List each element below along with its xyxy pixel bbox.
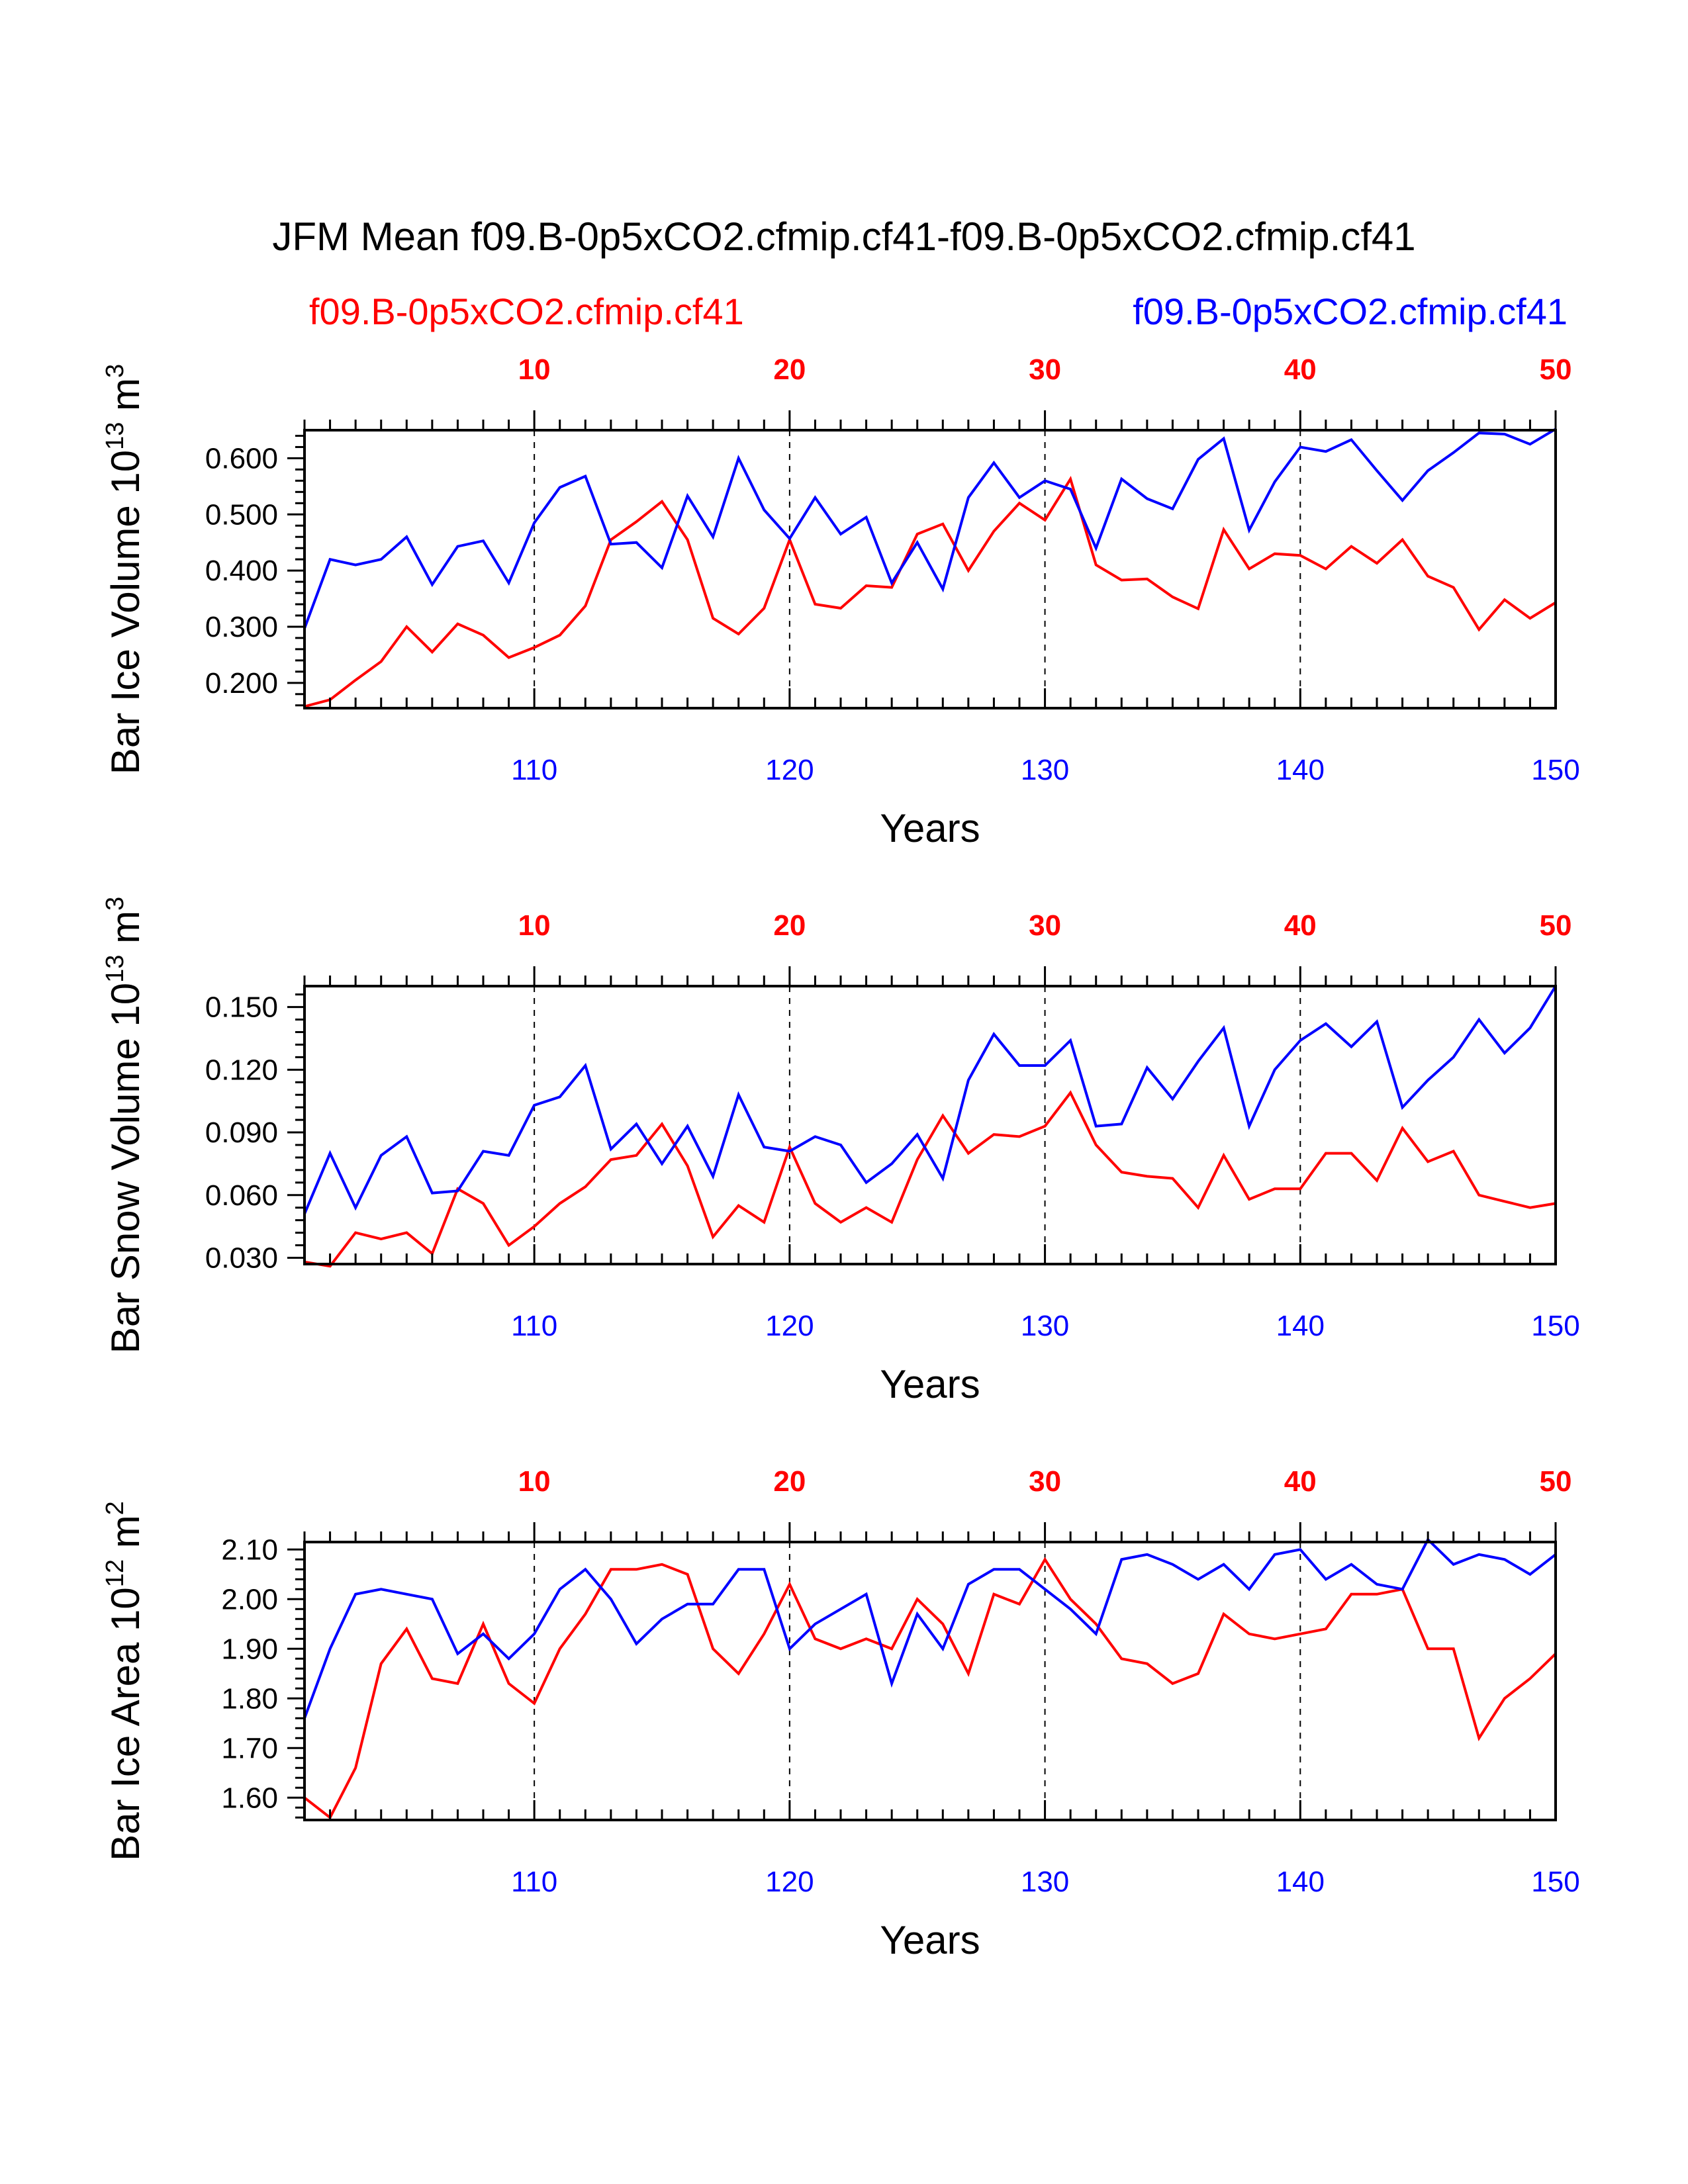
x-tick-label: 120: [765, 754, 814, 786]
top-tick-label: 10: [518, 1465, 551, 1498]
y-axis-label-part: Bar Snow Volume 10: [103, 983, 148, 1353]
x-tick-label: 120: [765, 1310, 814, 1342]
panels: 0.200 0.300 0.400 0.500 0.600 110 120 130 140 150…: [101, 353, 1580, 1962]
x-axis-label: Years: [880, 1918, 980, 1962]
legend-right-label: f09.B-0p5xCO2.cfmip.cf41: [1133, 291, 1568, 332]
x-axis-label: Years: [880, 1362, 980, 1406]
y-tick-label: 0.500: [205, 498, 278, 531]
y-axis-label-superscript: 13: [101, 955, 129, 983]
top-tick-label: 30: [1029, 353, 1061, 386]
x-tick-label: 120: [765, 1866, 814, 1898]
top-tick-label: 30: [1029, 909, 1061, 942]
y-tick-label: 1.90: [221, 1633, 278, 1665]
x-tick-label: 140: [1276, 754, 1325, 786]
top-tick-label: 40: [1284, 909, 1317, 942]
x-tick-label: 110: [511, 1866, 557, 1898]
x-tick-label: 130: [1021, 1310, 1069, 1342]
y-tick-label: 1.60: [221, 1782, 278, 1814]
series-line-blue: [303, 1537, 1557, 1719]
y-tick-label: 0.150: [205, 991, 278, 1024]
plot-frame: [303, 985, 1557, 1265]
plot-frame: [303, 429, 1557, 709]
y-tick-label: 1.80: [221, 1682, 278, 1715]
top-tick-label: 50: [1540, 1465, 1572, 1498]
top-tick-label: 40: [1284, 353, 1317, 386]
y-tick-label: 0.120: [205, 1054, 278, 1086]
y-axis-label-superscript: 3: [101, 897, 129, 911]
top-tick-label: 50: [1540, 353, 1572, 386]
legend-left-label: f09.B-0p5xCO2.cfmip.cf41: [309, 291, 744, 332]
series-line-red: [304, 1090, 1556, 1268]
top-tick-label: 20: [773, 1465, 806, 1498]
y-tick-label: 2.00: [221, 1583, 278, 1615]
top-tick-label: 50: [1540, 909, 1572, 942]
x-tick-label: 110: [511, 1310, 557, 1342]
x-tick-label: 150: [1531, 1866, 1579, 1898]
main-title: JFM Mean f09.B-0p5xCO2.cfmip.cf41-f09.B-…: [272, 214, 1415, 259]
panel-2: 0.030 0.060 0.090 0.120 0.150 110 120 130 140 150…: [101, 897, 1580, 1406]
series-line-red: [303, 1557, 1557, 1820]
y-axis-label-superscript: 3: [101, 364, 129, 378]
x-tick-label: 130: [1021, 1866, 1069, 1898]
top-tick-label: 20: [773, 353, 806, 386]
y-axis-label: Bar Ice Area 1012 m2: [101, 1501, 148, 1861]
top-tick-label: 20: [773, 909, 806, 942]
x-tick-label: 140: [1276, 1866, 1325, 1898]
y-tick-label: 0.030: [205, 1242, 278, 1275]
y-tick-label: 0.400: [205, 555, 278, 587]
top-tick-label: 10: [518, 909, 551, 942]
x-tick-label: 110: [511, 754, 557, 786]
y-tick-label: 0.200: [205, 667, 278, 700]
y-tick-label: 0.060: [205, 1179, 278, 1212]
y-axis-label-part: m: [103, 378, 148, 422]
y-axis-label-part: Bar Ice Volume 10: [103, 450, 148, 774]
top-tick-label: 10: [518, 353, 551, 386]
x-tick-label: 150: [1531, 1310, 1579, 1342]
panel-1: 0.200 0.300 0.400 0.500 0.600 110 120 130 140 150…: [101, 353, 1580, 850]
series-line-red: [304, 475, 1557, 708]
y-tick-label: 1.70: [221, 1732, 278, 1764]
top-tick-label: 40: [1284, 1465, 1317, 1498]
y-tick-label: 0.600: [205, 442, 278, 475]
x-tick-label: 130: [1021, 754, 1069, 786]
y-axis-label: Bar Ice Volume 1013 m3: [101, 364, 148, 774]
plot-frame: [303, 1541, 1557, 1821]
series-line-blue: [303, 985, 1557, 1214]
y-tick-label: 0.300: [205, 611, 278, 643]
x-tick-label: 150: [1531, 754, 1579, 786]
series-line-blue: [303, 428, 1557, 629]
y-axis-label-part: m: [103, 1515, 148, 1559]
y-tick-label: 0.090: [205, 1116, 278, 1149]
y-axis-label-superscript: 12: [101, 1559, 129, 1587]
y-axis-label-superscript: 2: [101, 1501, 129, 1515]
x-axis-label: Years: [880, 806, 980, 850]
panel-3: 1.60 1.70 1.80 1.90 2.00 2.10 110 120 130 140 150 1…: [101, 1465, 1580, 1962]
y-axis-label: Bar Snow Volume 1013 m3: [101, 897, 148, 1353]
x-tick-label: 140: [1276, 1310, 1325, 1342]
y-tick-label: 2.10: [221, 1533, 278, 1566]
y-axis-label-superscript: 13: [101, 422, 129, 450]
y-axis-label-part: Bar Ice Area 10: [103, 1587, 148, 1861]
top-tick-label: 30: [1029, 1465, 1061, 1498]
y-axis-label-part: m: [103, 911, 148, 955]
